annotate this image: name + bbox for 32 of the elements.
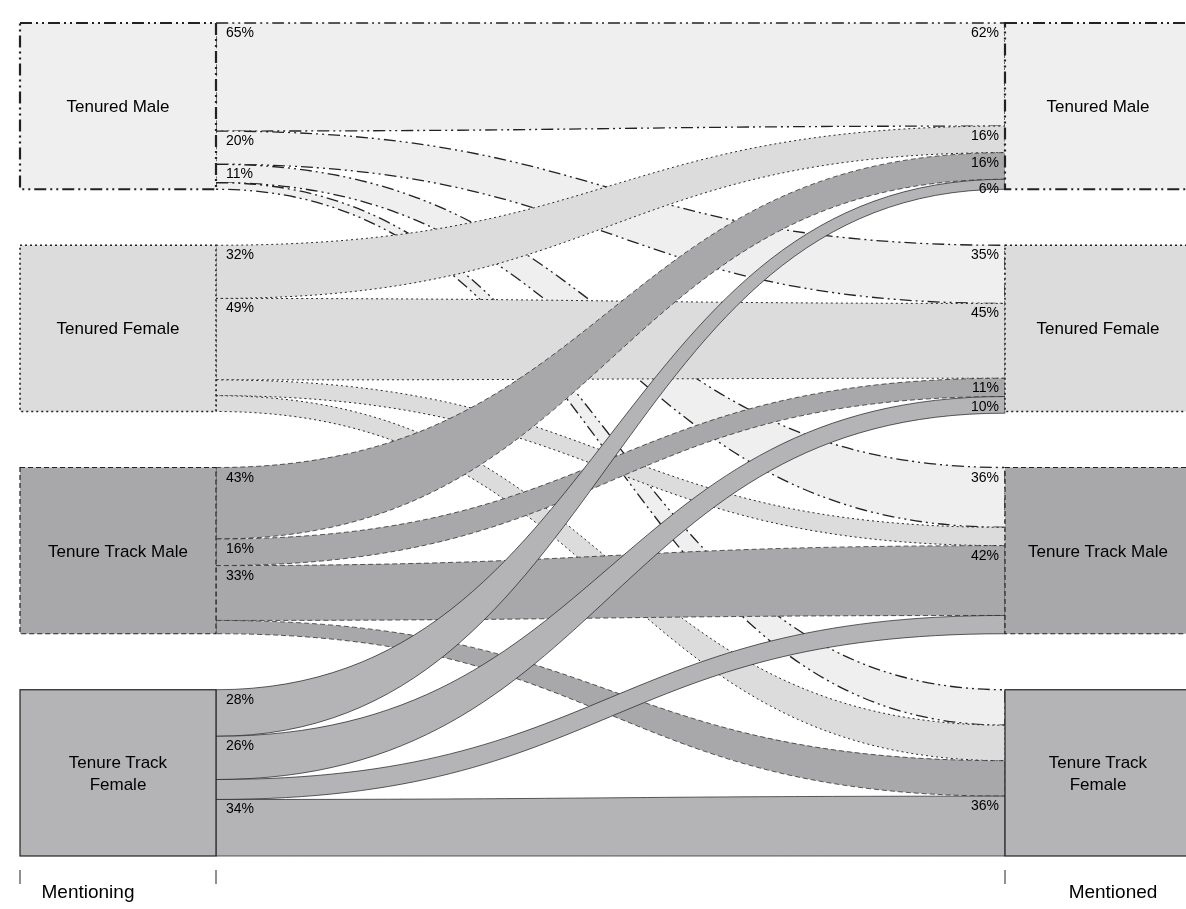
data-label: 45% xyxy=(970,304,999,321)
category-label: Tenure Track Male xyxy=(1028,541,1168,561)
data-label: 11% xyxy=(226,165,253,182)
data-label: 36% xyxy=(970,468,999,485)
data-label: 33% xyxy=(226,566,255,583)
data-label: 10% xyxy=(970,397,999,414)
data-label: 35% xyxy=(970,246,999,263)
data-label: 16% xyxy=(970,127,999,144)
data-label: 34% xyxy=(226,800,255,817)
category-label: Mentioning xyxy=(41,881,135,902)
category-label: Tenured Female xyxy=(1036,319,1160,339)
category-label: Tenure Track Female xyxy=(1048,752,1148,794)
data-label: 28% xyxy=(226,690,255,707)
data-label: 20% xyxy=(226,132,255,149)
category-label: Tenure Track Female xyxy=(68,752,168,794)
data-label: 16% xyxy=(226,539,255,556)
data-label: 49% xyxy=(226,299,255,316)
data-label: 62% xyxy=(970,24,999,40)
data-label: 42% xyxy=(970,546,999,563)
data-label: 16% xyxy=(970,153,999,170)
category-label: Tenure Track Male xyxy=(48,541,188,561)
category-label: Mentioned xyxy=(1068,881,1158,902)
data-label: 6% xyxy=(978,180,999,197)
data-label: 65% xyxy=(226,24,255,40)
data-label: 36% xyxy=(970,797,999,814)
data-label: 26% xyxy=(226,737,255,754)
data-label: 43% xyxy=(226,468,255,485)
category-label: Tenured Female xyxy=(56,319,180,339)
data-label: 11% xyxy=(972,379,999,396)
data-label: 32% xyxy=(226,246,255,263)
category-label: Tenured Male xyxy=(1046,97,1150,117)
category-label: Tenured Male xyxy=(66,97,170,117)
